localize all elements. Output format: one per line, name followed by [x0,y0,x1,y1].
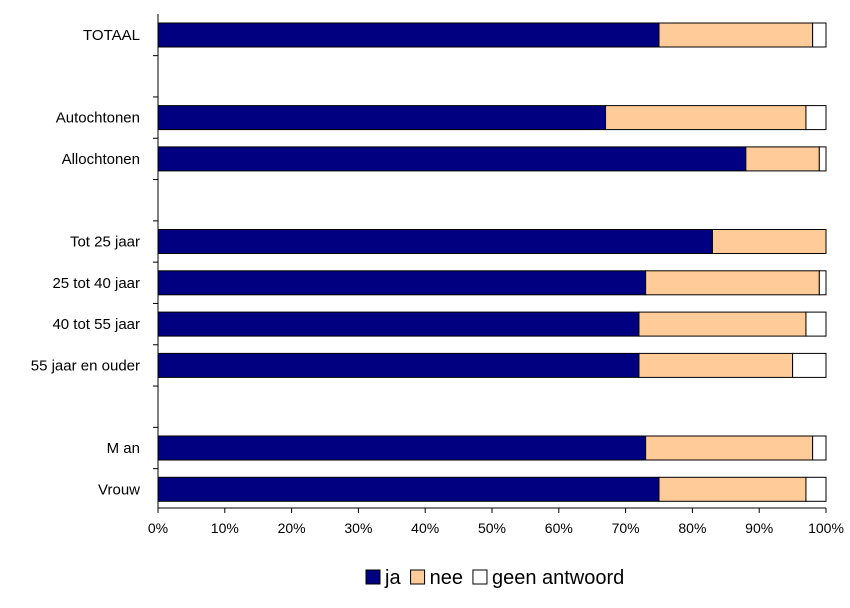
x-tick-label: 30% [344,520,372,536]
x-tick-label: 80% [678,520,706,536]
bar-segment-geen-antwoord-7 [805,311,827,337]
legend-label-ja: ja [384,567,401,589]
legend-label-geen-antwoord: geen antwoord [492,567,624,589]
bar-segment-geen-antwoord-10 [812,435,827,461]
x-tick-label: 0% [148,520,168,536]
category-label: 40 tot 55 jaar [52,316,140,333]
bar-segment-geen-antwoord-8 [792,352,827,378]
bar-segment-geen-antwoord-6 [818,270,827,296]
bars-layer [157,22,827,502]
bar-segment-nee-3 [745,146,820,172]
bar-segment-nee-6 [645,270,820,296]
bar-segment-ja-6 [157,270,647,296]
bar-segment-ja-7 [157,311,640,337]
category-label: Allochtonen [62,151,140,168]
x-tick-label: 70% [612,520,640,536]
x-tick-label: 100% [808,520,844,536]
category-label: Autochtonen [56,110,140,127]
bar-segment-nee-7 [638,311,807,337]
legend: ja nee geen antwoord [365,567,624,589]
bar-segment-nee-8 [638,352,794,378]
category-label: 25 tot 40 jaar [52,275,140,292]
x-tick-label: 60% [545,520,573,536]
category-labels: TOTAAL Autochtonen Allochtonen Tot 25 jaar 2… [31,27,140,498]
legend-label-nee: nee [430,567,463,589]
legend-swatch-nee [410,569,426,585]
x-axis-ticks: 0% 10% 20% 30% 40% 50% 60% 70% 80% 90% 100% [148,508,844,536]
category-label: M an [107,440,140,457]
bar-segment-nee-11 [658,476,807,502]
x-tick-label: 40% [411,520,439,536]
x-tick-label: 90% [745,520,773,536]
bar-segment-ja-0 [157,22,660,48]
x-tick-label: 20% [278,520,306,536]
bar-segment-ja-8 [157,352,640,378]
axes-layer [153,14,826,509]
bar-segment-nee-0 [658,22,814,48]
category-label: Tot 25 jaar [70,234,140,251]
x-tick-label: 50% [478,520,506,536]
bar-segment-nee-2 [605,105,807,131]
bar-segment-geen-antwoord-0 [812,22,827,48]
bar-segment-geen-antwoord-3 [818,146,827,172]
legend-swatch-ja [365,569,381,585]
legend-swatch-geen-antwoord [472,569,488,585]
x-tick-label: 10% [211,520,239,536]
bar-segment-ja-11 [157,476,660,502]
bar-segment-ja-10 [157,435,647,461]
bar-segment-geen-antwoord-2 [805,105,827,131]
bar-segment-ja-3 [157,146,747,172]
category-label: TOTAAL [83,27,140,44]
bar-segment-nee-5 [711,229,827,254]
bar-segment-nee-10 [645,435,814,461]
bar-segment-ja-2 [157,105,607,131]
bar-segment-geen-antwoord-11 [805,476,827,502]
category-label: Vrouw [98,481,140,498]
bar-segment-ja-5 [157,229,713,254]
category-label: 55 jaar en ouder [31,357,140,374]
